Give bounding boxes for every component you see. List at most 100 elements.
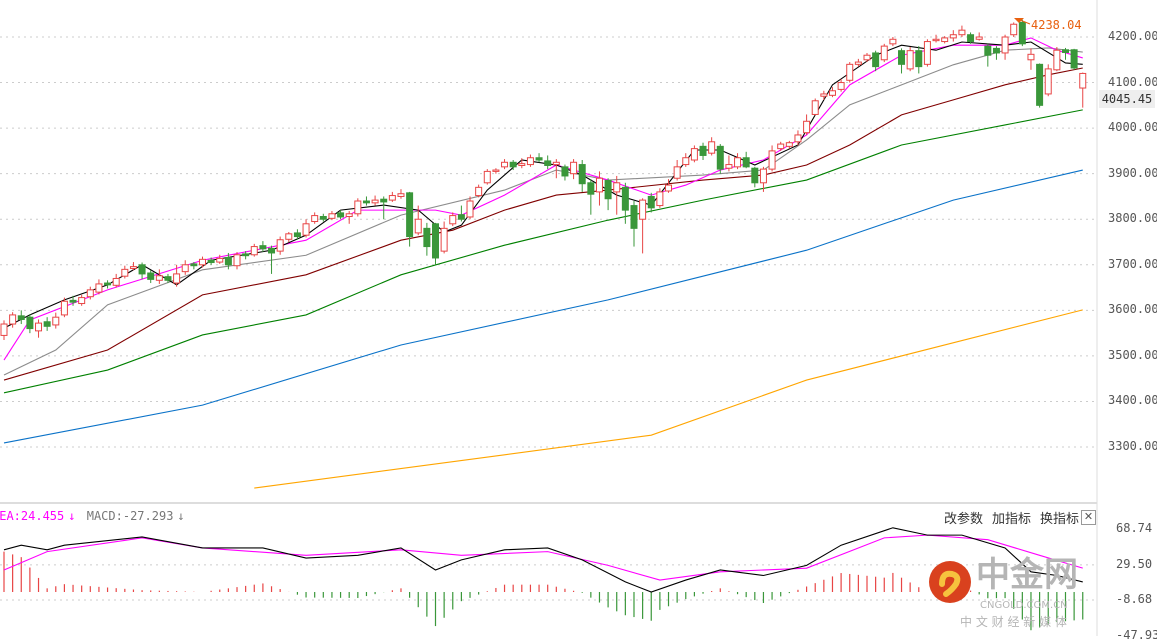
candle-up <box>785 140 793 149</box>
candle-body <box>699 145 707 156</box>
ma5-line <box>3 41 1083 329</box>
candle-body <box>923 41 931 65</box>
candle-body <box>1001 36 1009 54</box>
candle-body <box>828 90 836 96</box>
candle-body <box>276 239 284 252</box>
candle-body <box>759 168 767 184</box>
candle-up <box>354 198 362 217</box>
candle-body <box>682 157 690 166</box>
candle-body <box>501 161 509 168</box>
candle-body <box>535 157 543 161</box>
candle-up <box>397 189 405 199</box>
candle-down <box>259 241 267 253</box>
candle-up <box>768 145 776 172</box>
candle-up <box>328 211 336 221</box>
price-tick-label: 3900.00 <box>1108 165 1157 180</box>
dea-line <box>3 534 1083 581</box>
candle-down <box>190 262 198 270</box>
candle-up <box>854 58 862 67</box>
candle-body <box>785 142 793 147</box>
candle-up <box>941 36 949 44</box>
candle-body <box>751 167 759 184</box>
candle-body <box>846 63 854 81</box>
candle-body <box>17 315 25 320</box>
candle-up <box>682 153 690 167</box>
switch-indicator-button[interactable]: 换指标 <box>1040 512 1080 527</box>
candle-up <box>388 191 396 202</box>
candle-body <box>967 34 975 43</box>
candle-down <box>1070 48 1078 70</box>
dea-down-arrow-icon: ↓ <box>68 509 76 523</box>
candle-body <box>285 233 293 240</box>
candle-body <box>1018 21 1026 45</box>
candle-body <box>138 264 146 275</box>
close-indicator-button[interactable]: ✕ <box>1081 510 1096 525</box>
candle-down <box>207 257 215 265</box>
candle-body <box>1053 49 1061 71</box>
candle-down <box>43 317 51 331</box>
candle-body <box>328 213 336 219</box>
macd-value: MACD:-27.293 <box>86 509 174 523</box>
add-indicator-button[interactable]: 加指标 <box>992 512 1032 527</box>
candle-down <box>561 164 569 181</box>
candle-body <box>155 275 163 281</box>
candle-body <box>604 180 612 200</box>
candle-up <box>958 25 966 37</box>
candle-body <box>544 160 552 166</box>
candle-up <box>595 171 603 206</box>
candle-body <box>665 184 673 192</box>
candle-body <box>354 200 362 215</box>
candle-body <box>216 257 224 263</box>
candle-up <box>777 141 785 151</box>
macd-down-arrow-icon: ↓ <box>177 509 185 523</box>
candle-up <box>285 231 293 243</box>
candle-up <box>949 30 957 42</box>
price-tick-label: 3400.00 <box>1108 393 1157 408</box>
candle-body <box>466 200 474 218</box>
candle-up <box>570 159 578 180</box>
candle-body <box>889 38 897 45</box>
candle-down <box>423 222 431 256</box>
candle-body <box>984 45 992 56</box>
candle-body <box>207 259 215 264</box>
candle-down <box>604 178 612 211</box>
candle-body <box>492 169 500 172</box>
candle-body <box>975 36 983 40</box>
candle-up <box>345 211 353 224</box>
edit-params-button[interactable]: 改参数 <box>944 512 984 527</box>
cngold-logo-icon <box>929 561 971 603</box>
candle-body <box>561 166 569 177</box>
candle-body <box>95 283 103 293</box>
candle-body <box>794 134 802 143</box>
candle-down <box>104 280 112 289</box>
candle-body <box>768 150 776 170</box>
candle-body <box>190 263 198 267</box>
candle-body <box>941 37 949 43</box>
candle-down <box>1018 19 1026 47</box>
candle-body <box>509 161 517 168</box>
price-tick-label: 3800.00 <box>1108 211 1157 226</box>
candle-body <box>1079 72 1087 89</box>
candle-up <box>86 286 94 300</box>
price-tick-label: 3600.00 <box>1108 302 1157 317</box>
candle-down <box>1036 63 1044 108</box>
candle-down <box>138 262 146 280</box>
ma120-line <box>3 169 1083 444</box>
candle-body <box>734 157 742 168</box>
max-price-label: 4238.04 <box>1031 18 1082 32</box>
dif-line <box>3 527 1083 593</box>
candle-down <box>337 210 345 220</box>
candle-down <box>647 192 655 213</box>
watermark-slogan: 中 文 财 经 新 媒 体 <box>960 615 1067 629</box>
candle-body <box>880 45 888 61</box>
candle-down <box>535 153 543 163</box>
candle-body <box>587 182 595 195</box>
candle-body <box>872 52 880 68</box>
candle-body <box>1010 23 1018 36</box>
candle-down <box>587 179 595 215</box>
candle-up <box>923 39 931 67</box>
candle-body <box>613 182 621 193</box>
candle-up <box>449 212 457 227</box>
candle-up <box>52 312 60 329</box>
